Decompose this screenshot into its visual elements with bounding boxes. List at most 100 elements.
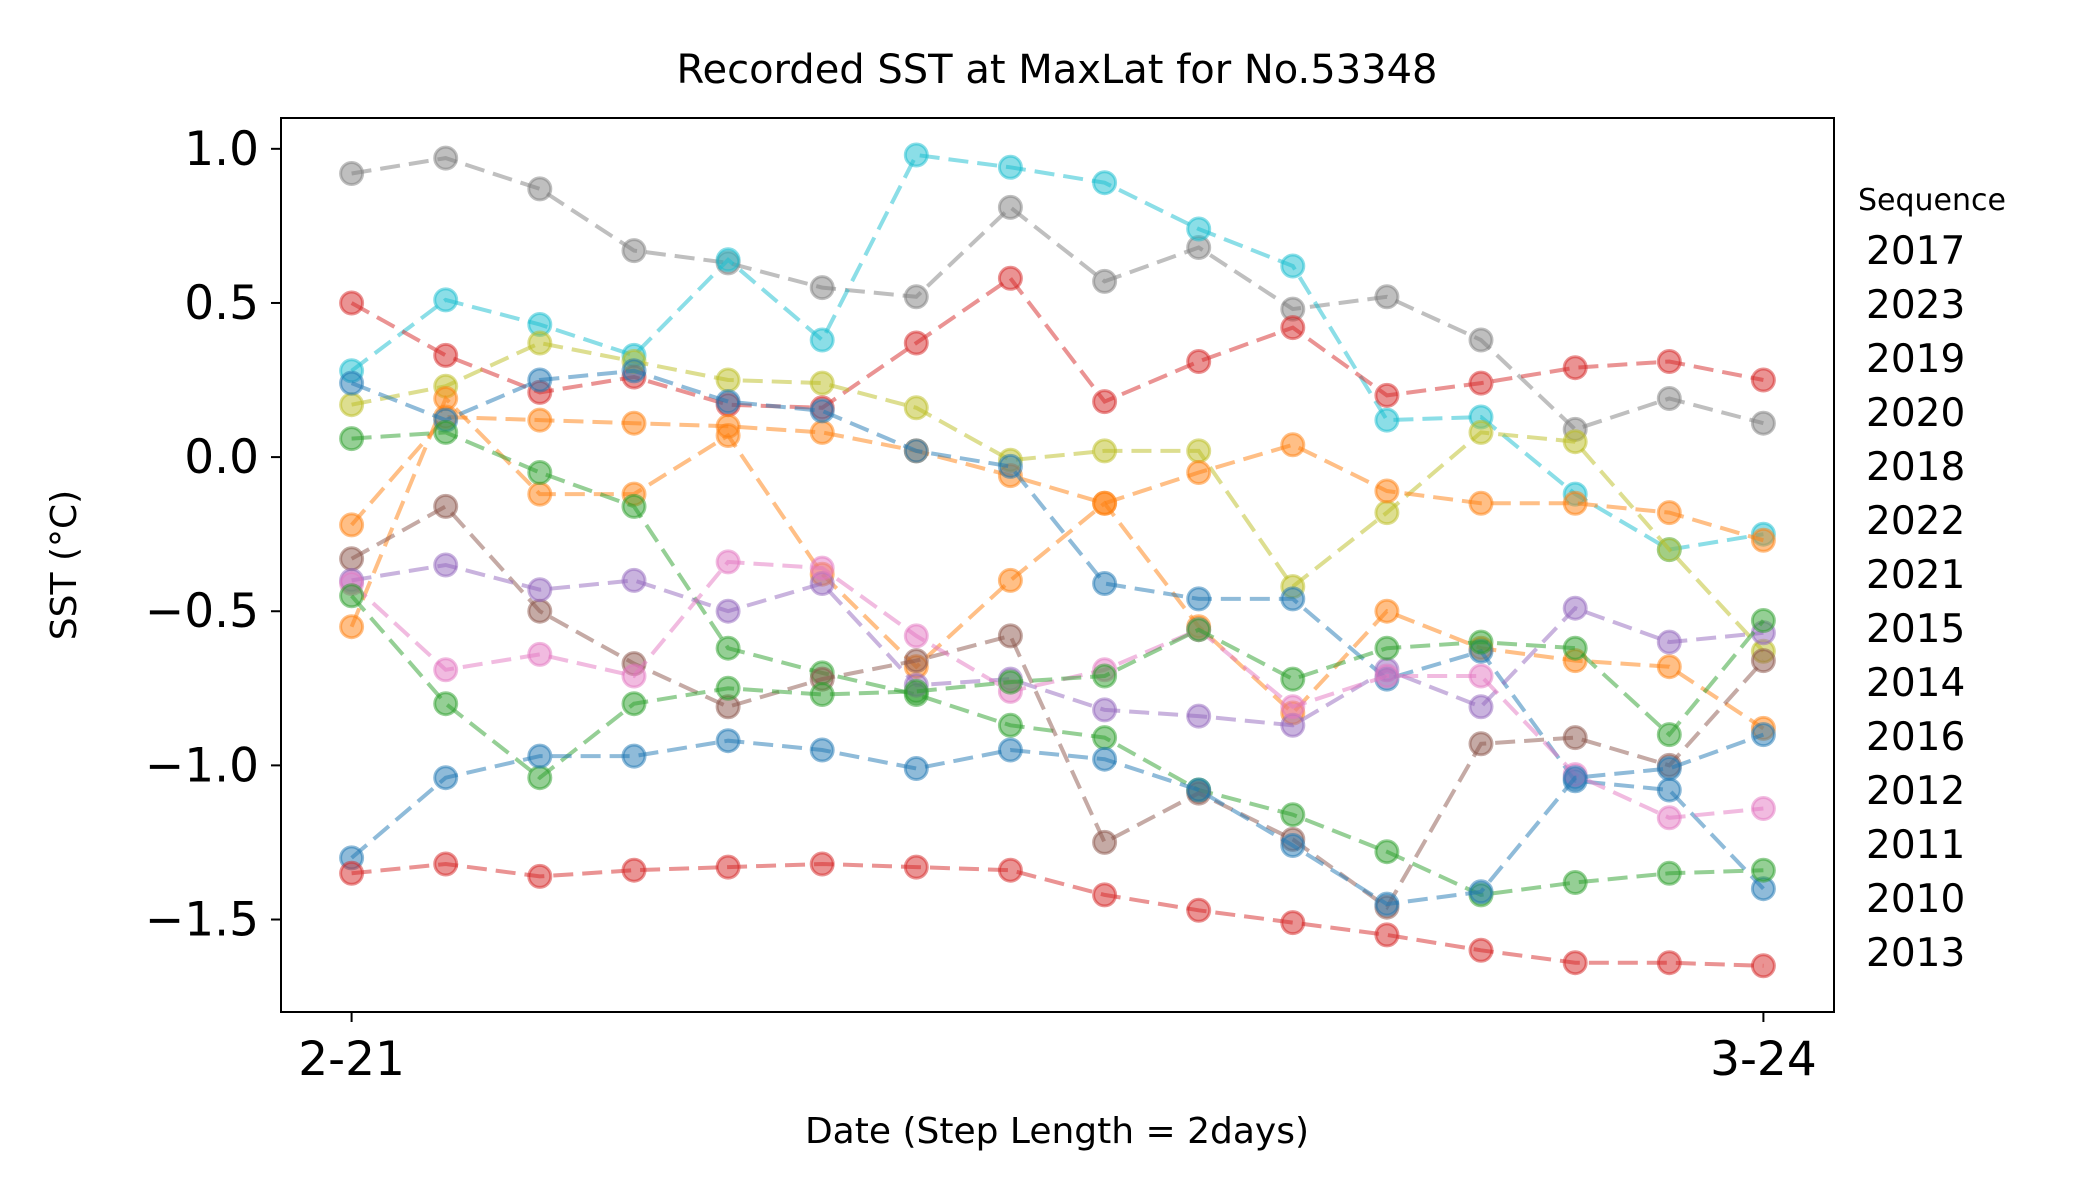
data-point [997,567,1023,593]
data-point [1374,922,1400,948]
data-point [903,284,929,310]
data-point [1280,253,1306,279]
data-point [1280,315,1306,341]
data-point [339,546,365,572]
data-point [1750,527,1776,553]
x-axis: 2-21 3-24 [298,1012,1817,1087]
legend-entry-2021: 2021 [1866,553,1965,598]
data-point [903,395,929,421]
data-point [1562,870,1588,895]
data-point [621,410,647,436]
plot-area [339,142,1776,979]
data-point [809,370,835,396]
data-point [1186,777,1212,803]
y-tick-label: −1.5 [145,893,259,948]
data-point [1468,879,1494,905]
data-point [715,549,741,575]
data-point [903,648,929,674]
data-point [715,675,741,701]
legend-title: Sequence [1858,183,2006,218]
data-point [903,678,929,704]
series-2011 [339,583,1776,791]
data-point [997,623,1023,649]
legend-entry-2014: 2014 [1866,661,1965,706]
data-point [1468,663,1494,689]
data-point [339,512,365,538]
data-point [1092,746,1118,772]
data-point [997,737,1023,763]
legend-entry-2020: 2020 [1866,391,1965,436]
data-point [1186,586,1212,612]
series-line-2020 [351,340,1765,653]
series-2019 [339,265,1776,421]
data-point [621,663,647,689]
data-point [809,682,835,707]
data-point [715,635,741,661]
y-axis-label: SST (°C) [44,490,85,640]
data-point [809,555,835,581]
data-point [339,583,365,609]
data-point [809,419,835,445]
data-point [1750,857,1776,883]
series-line-2015 [351,430,1764,897]
data-point [339,290,365,316]
data-point [809,275,835,301]
data-point [715,247,741,273]
data-point [433,552,459,578]
data-point [1092,571,1118,596]
data-point [1092,389,1118,415]
data-point [1468,327,1494,353]
legend-entry-2010: 2010 [1866,877,1965,922]
data-point [1186,349,1212,374]
data-point [997,154,1023,180]
data-point [1092,438,1118,464]
data-point [527,863,553,889]
data-point [809,398,835,424]
series-line-2011 [350,594,1765,781]
data-point [997,453,1023,479]
legend-entry-2012: 2012 [1866,769,1965,814]
data-point [1092,725,1118,751]
data-point [997,712,1023,738]
data-point [433,145,459,171]
y-axis: −1.5 −1.0 −0.5 0.0 0.5 1.0 [145,122,281,948]
data-point [527,765,553,791]
series-2012 [339,549,1776,831]
data-point [621,567,647,593]
legend-entry-2023: 2023 [1866,283,1965,328]
data-point [339,392,365,418]
series-line-2013 [351,861,1764,968]
data-point [1656,756,1682,781]
data-point [1468,731,1494,757]
series-line-2019 [350,275,1764,410]
data-point [433,386,459,411]
data-point [1468,490,1494,516]
y-tick-label: −0.5 [145,584,259,639]
data-point [1750,722,1776,748]
series-line-2014 [350,503,1765,911]
data-point [433,493,459,519]
series-line-2021 [350,368,1765,891]
data-point [1374,598,1400,624]
data-point [1186,460,1212,485]
data-point [1468,937,1494,963]
data-point [527,577,553,603]
data-point [1374,478,1400,504]
y-tick-label: −1.0 [145,738,259,793]
data-point [1656,629,1682,655]
data-point [1186,216,1212,242]
data-point [715,367,741,393]
data-point [1750,608,1776,633]
y-tick-label: 0.0 [184,430,259,485]
data-point [1374,839,1400,865]
data-point [1280,833,1306,858]
data-point [1374,663,1400,689]
legend-entry-2019: 2019 [1866,337,1965,382]
data-point [1468,419,1494,445]
legend-entry-2011: 2011 [1866,823,1965,868]
data-point [339,614,365,640]
series-line-2010 [350,732,1765,907]
data-point [715,598,741,624]
data-point [715,423,741,448]
data-point [527,641,553,667]
